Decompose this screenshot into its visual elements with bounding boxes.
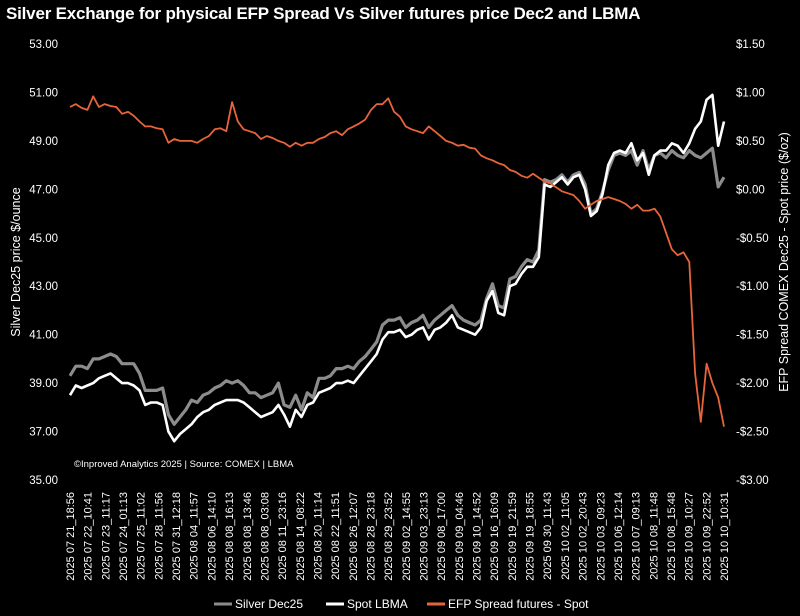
- y-right-tick-label: -$3.00: [736, 475, 769, 487]
- y-left-tick-label: 39.00: [29, 378, 58, 390]
- y-left-tick-label: 43.00: [29, 281, 58, 293]
- x-tick-label: 2025 10 09_10:27: [684, 492, 696, 581]
- x-tick-label: 2025 10 09_22:52: [701, 492, 713, 581]
- x-tick-label: 2025 07 21_18:56: [65, 492, 77, 581]
- y-right-axis-title: EFP Spread COMEX Dec25 - Spot price ($/o…: [777, 132, 791, 392]
- y-left-tick-label: 35.00: [29, 475, 58, 487]
- y-right-tick-label: -$1.00: [736, 281, 769, 293]
- x-tick-label: 2025 09 10_14:52: [472, 492, 484, 581]
- x-tick-label: 2025 10 03_09:23: [595, 492, 607, 581]
- x-tick-label: 2025 09 19_18:55: [525, 492, 537, 581]
- x-tick-label: 2025 10 10_10:31: [719, 492, 731, 581]
- x-tick-label: 2025 09 02_14:55: [401, 492, 413, 581]
- x-tick-label: 2025 08 22_11:51: [330, 492, 342, 580]
- legend-label: Spot LBMA: [347, 597, 408, 611]
- series-line-efp-spread: [69, 95, 725, 427]
- y-right-tick-label: -$2.00: [736, 378, 769, 390]
- legend-item: Spot LBMA: [326, 597, 408, 611]
- x-tick-label: 2025 10 07_09:13: [631, 492, 643, 581]
- y-right-tick-label: $1.00: [736, 87, 765, 99]
- x-tick-label: 2025 10 02_20:43: [578, 492, 590, 581]
- x-tick-label: 2025 08 26_12:07: [348, 492, 360, 581]
- x-tick-label: 2025 09 30_11:43: [542, 492, 554, 580]
- x-tick-label: 2025 09 16_16:09: [489, 492, 501, 581]
- y-right-tick-label: $0.00: [736, 184, 765, 196]
- x-tick-label: 2025 08 08_16:13: [224, 492, 236, 581]
- series-line-silver-dec25: [68, 146, 726, 426]
- x-tick-label: 2025 09 19_21:59: [507, 492, 519, 581]
- x-tick-label: 2025 10 08_11:48: [648, 492, 660, 580]
- x-tick-label: 2025 07 31_12:18: [171, 492, 183, 581]
- series-line-spot-lbma: [68, 93, 726, 443]
- y-right-tick-label: -$1.50: [736, 330, 769, 342]
- y-right-tick-label: $1.50: [736, 39, 765, 51]
- x-tick-label: 2025 07 23_11:17: [100, 492, 112, 580]
- y-left-tick-label: 51.00: [29, 87, 58, 99]
- x-tick-label: 2025 08 29_23:52: [383, 492, 395, 581]
- y-left-axis-title: Silver Dec25 price $/ounce: [9, 187, 23, 336]
- y-left-tick-label: 49.00: [29, 136, 58, 148]
- x-tick-label: 2025 08 08_13:46: [242, 492, 254, 581]
- copyright-note: ©Inproved Analytics 2025 | Source: COMEX…: [74, 459, 294, 470]
- x-tick-label: 2025 07 25_11:02: [136, 492, 148, 580]
- x-tick-label: 2025 07 28_11:56: [153, 492, 165, 580]
- x-tick-label: 2025 10 06_12:14: [613, 492, 625, 581]
- legend-label: Silver Dec25: [235, 597, 303, 611]
- y-left-tick-label: 47.00: [29, 184, 58, 196]
- x-tick-label: 2025 10 02_11:05: [560, 492, 572, 580]
- x-tick-label: 2025 07 24_01:13: [118, 492, 130, 581]
- y-left-tick-label: 41.00: [29, 330, 58, 342]
- y-right-tick-label: -$2.50: [736, 427, 769, 439]
- x-tick-label: 2025 09 08_17:00: [436, 492, 448, 581]
- y-left-tick-label: 45.00: [29, 233, 58, 245]
- x-tick-label: 2025 07 22_10:41: [83, 492, 95, 581]
- y-left-tick-label: 37.00: [29, 427, 58, 439]
- x-tick-label: 2025 08 04_11:57: [189, 492, 201, 580]
- x-tick-label: 2025 09 03_23:13: [419, 492, 431, 581]
- x-tick-label: 2025 08 28_23:18: [365, 492, 377, 581]
- legend-item: Silver Dec25: [214, 597, 303, 611]
- x-tick-label: 2025 08 06_14:10: [206, 492, 218, 581]
- y-left-tick-label: 53.00: [29, 39, 58, 51]
- legend-label: EFP Spread futures - Spot: [448, 597, 589, 611]
- y-right-tick-label: $0.50: [736, 136, 765, 148]
- x-tick-label: 2025 09 09_04:46: [454, 492, 466, 581]
- x-tick-label: 2025 08 20_11:14: [312, 492, 324, 580]
- chart-title: Silver Exchange for physical EFP Spread …: [6, 4, 641, 23]
- legend-item: EFP Spread futures - Spot: [427, 597, 589, 611]
- y-right-tick-label: -$0.50: [736, 233, 769, 245]
- x-tick-label: 2025 08 14_08:22: [295, 492, 307, 581]
- x-tick-label: 2025 08 11_23:16: [277, 492, 289, 580]
- x-tick-label: 2025 08 08_03:08: [259, 492, 271, 581]
- x-tick-label: 2025 10 08_15:48: [666, 492, 678, 581]
